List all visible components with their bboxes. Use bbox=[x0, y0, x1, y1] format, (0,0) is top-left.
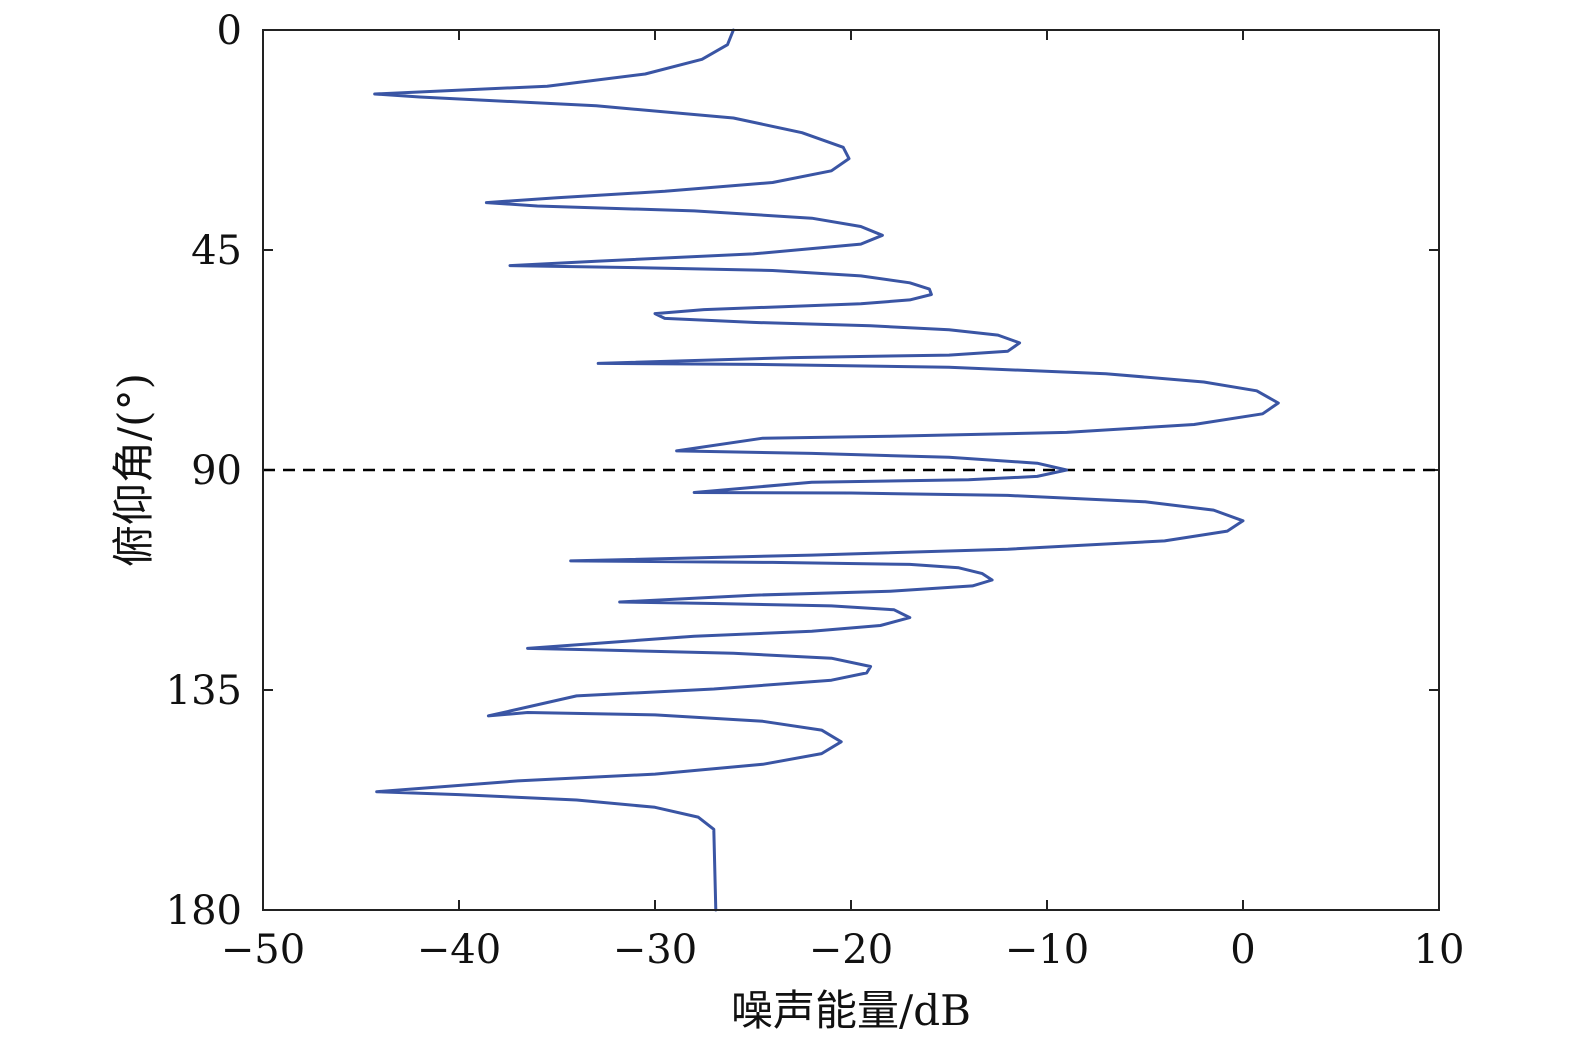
x-tick-label: −50 bbox=[221, 927, 305, 973]
y-tick-label: 135 bbox=[166, 668, 242, 714]
y-axis-title: 俯仰角/(°) bbox=[109, 373, 158, 567]
x-axis-ticks: −50 −40 −30 −20 −10 0 10 bbox=[221, 30, 1465, 973]
x-tick-label: 0 bbox=[1230, 927, 1255, 973]
y-tick-label: 0 bbox=[217, 8, 242, 54]
y-tick-label: 45 bbox=[191, 228, 242, 274]
noise-energy-series-line bbox=[373, 28, 1280, 912]
y-tick-label: 90 bbox=[191, 448, 242, 494]
x-tick-label: −10 bbox=[1005, 927, 1089, 973]
x-tick-label: −20 bbox=[809, 927, 893, 973]
x-axis-title: 噪声能量/dB bbox=[731, 986, 971, 1035]
x-tick-label: −30 bbox=[613, 927, 697, 973]
data-series bbox=[373, 28, 1280, 912]
plot-frame bbox=[262, 29, 1440, 911]
y-axis-ticks: 0 45 90 135 180 bbox=[166, 8, 1439, 934]
x-tick-label: −40 bbox=[417, 927, 501, 973]
y-tick-label: 180 bbox=[166, 888, 242, 934]
x-tick-label: 10 bbox=[1414, 927, 1465, 973]
